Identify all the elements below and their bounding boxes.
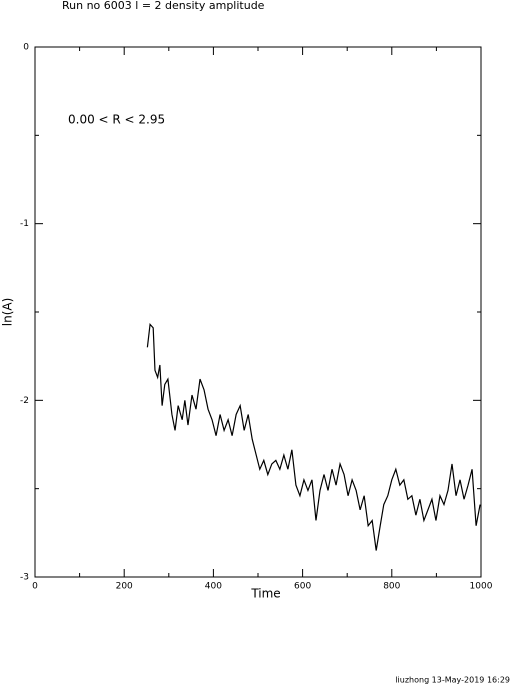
footer: liuzhong 13-May-2019 16:29 — [395, 676, 510, 685]
chart-title: Run no 6003 l = 2 density amplitude — [62, 0, 265, 12]
x-tick-label: 200 — [116, 582, 133, 592]
y-tick-label: -1 — [20, 219, 29, 229]
x-tick-label: 0 — [32, 582, 38, 592]
y-tick-label: -3 — [20, 573, 29, 583]
y-tick-label: 0 — [23, 43, 29, 53]
x-tick-label: 800 — [383, 582, 400, 592]
x-tick-label: 400 — [205, 582, 222, 592]
plot-frame — [34, 46, 482, 578]
x-tick-label: 600 — [294, 582, 311, 592]
x-axis-label: Time — [250, 587, 280, 601]
y-tick-label: -2 — [20, 396, 29, 406]
data-line — [146, 322, 481, 551]
x-tick-label: 1000 — [470, 582, 493, 592]
annotation: 0.00 < R < 2.95 — [68, 113, 165, 127]
y-axis-label: ln(A) — [1, 298, 15, 327]
